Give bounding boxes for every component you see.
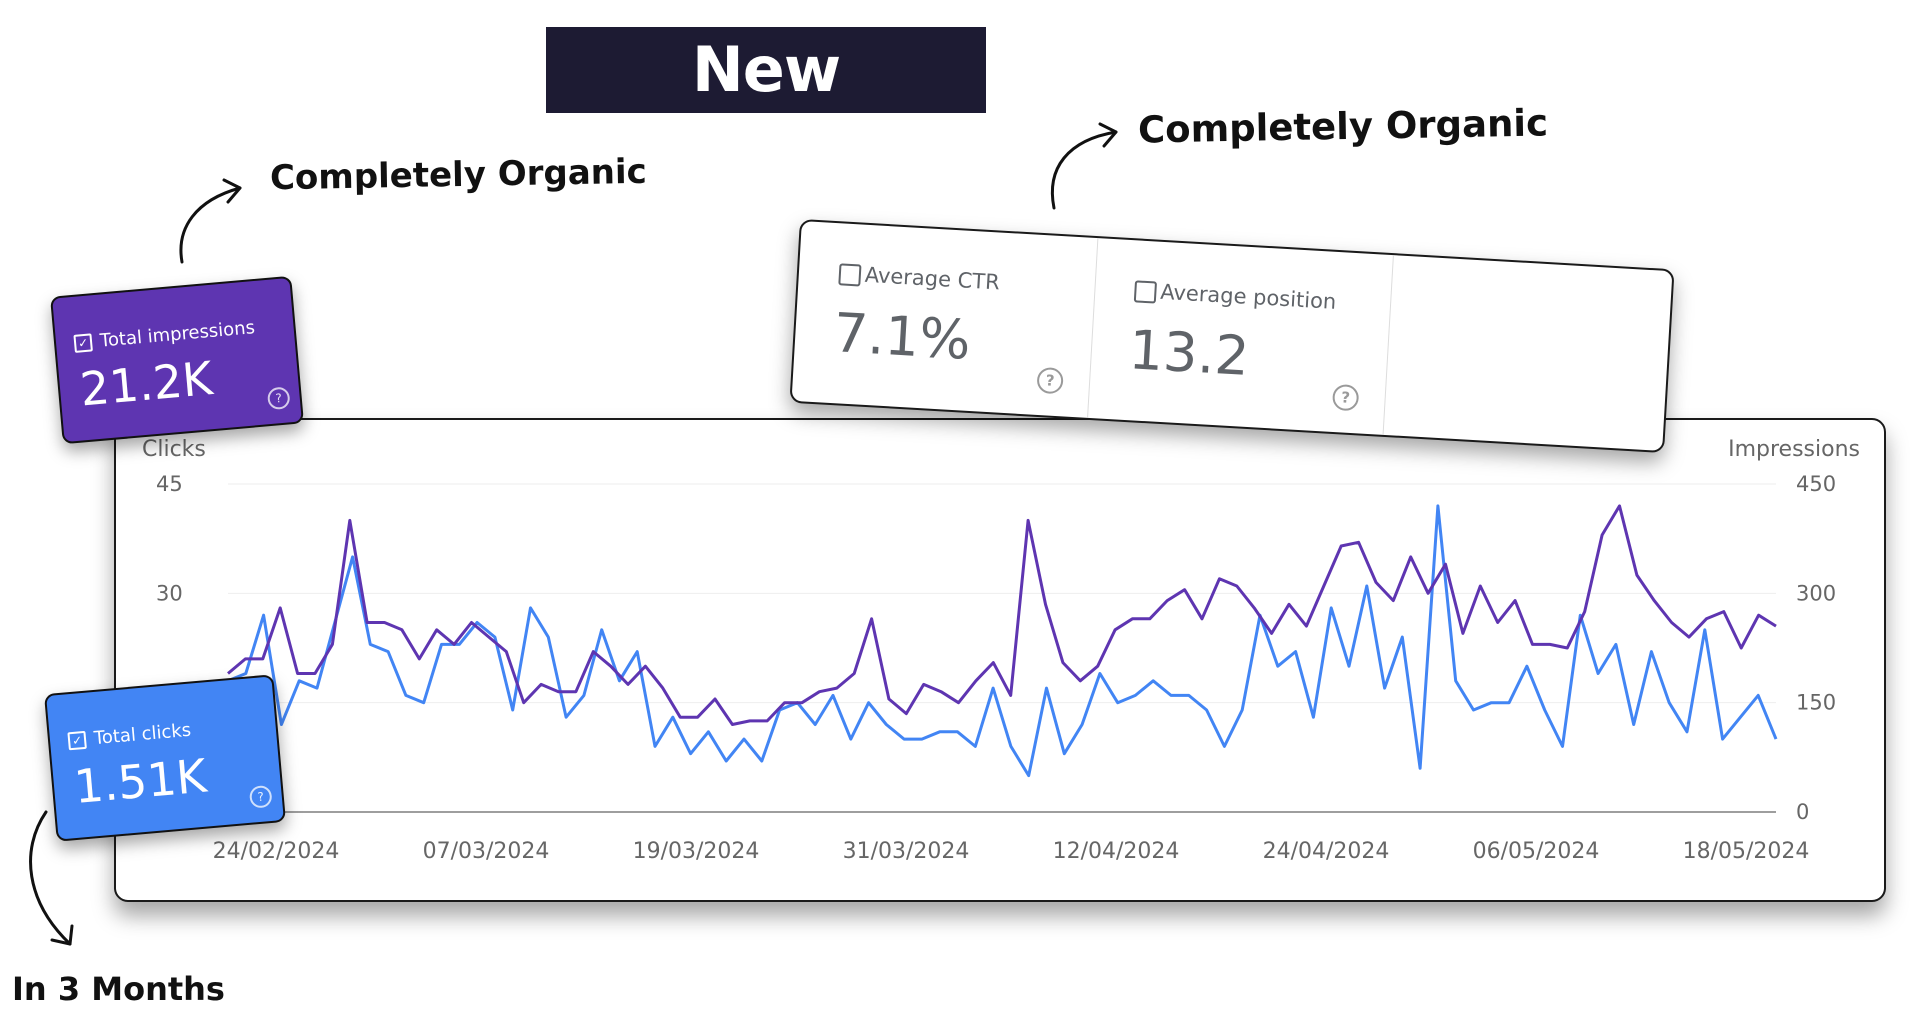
right-tick-label: 150: [1796, 691, 1836, 715]
help-circle-icon[interactable]: ?: [266, 386, 291, 411]
grid-layer: [228, 483, 1776, 813]
annotation-completely-organic-left: Completely Organic: [269, 151, 648, 199]
badge-value: 1.51K: [71, 748, 209, 814]
ctr-checkbox[interactable]: [838, 263, 862, 287]
metric-empty-slot: [1383, 255, 1671, 451]
help-circle-icon[interactable]: ?: [248, 784, 273, 809]
position-checkbox[interactable]: [1133, 280, 1158, 304]
help-circle-icon[interactable]: ?: [1036, 366, 1064, 395]
total-impressions-badge[interactable]: ✓ Total impressions 21.2K ?: [50, 275, 304, 445]
series-line-impressions: [227, 504, 1777, 726]
right-tick-label: 450: [1796, 472, 1836, 496]
series-line-clicks: [227, 504, 1778, 778]
total-clicks-badge[interactable]: ✓ Total clicks 1.51K ?: [43, 674, 287, 842]
left-tick-label: 45: [156, 472, 183, 496]
badge-label: Total clicks: [93, 719, 192, 750]
x-tick-label: 31/03/2024: [843, 839, 970, 864]
right-tick-label: 300: [1796, 581, 1836, 605]
checkbox-checked-icon[interactable]: ✓: [73, 333, 93, 353]
metric-average-position[interactable]: Average position 13.2 ?: [1087, 238, 1394, 435]
x-tick-label: 12/04/2024: [1053, 839, 1180, 864]
metric-average-ctr[interactable]: Average CTR 7.1% ?: [791, 221, 1099, 418]
performance-chart-card: 450 300 150 0 45 30 Clicks Impressions 24/02/202…: [114, 418, 1886, 902]
x-tick-label: 24/04/2024: [1263, 839, 1390, 864]
x-tick-label: 24/02/2024: [213, 839, 340, 864]
arrow-to-right-annotation: [1050, 130, 1118, 210]
arrow-to-right-annotation-head: [1098, 122, 1118, 148]
left-axis-title: Clicks: [142, 437, 206, 462]
annotation-completely-organic-right: Completely Organic: [1137, 101, 1549, 152]
badge-label: Total impressions: [99, 317, 256, 352]
x-tick-label: 19/03/2024: [633, 839, 760, 864]
arrow-to-left-annotation-head: [222, 178, 242, 204]
right-tick-label: 0: [1796, 800, 1809, 824]
metric-label: Average CTR: [864, 262, 1001, 295]
left-tick-label: 30: [156, 581, 183, 605]
metric-label: Average position: [1159, 279, 1337, 314]
performance-chart: 450 300 150 0 45 30 Clicks Impressions 24/02/202…: [142, 437, 1860, 864]
metric-value: 13.2: [1127, 318, 1251, 388]
x-tick-label: 07/03/2024: [423, 839, 550, 864]
headline-banner: New Website: [546, 27, 986, 192]
x-tick-label: 18/05/2024: [1683, 839, 1810, 864]
checkbox-checked-icon[interactable]: ✓: [67, 730, 87, 751]
arrow-to-bottom-annotation-head: [50, 924, 74, 946]
metric-value: 7.1%: [831, 301, 973, 372]
series-layer: [227, 504, 1778, 778]
x-tick-label: 06/05/2024: [1473, 839, 1600, 864]
annotation-in-3-months: In 3 Months: [12, 970, 225, 1008]
badge-value: 21.2K: [77, 351, 215, 417]
help-circle-icon[interactable]: ?: [1331, 383, 1360, 412]
label-layer: 450 300 150 0 45 30 Clicks Impressions 24/02/202…: [142, 437, 1860, 864]
right-axis-title: Impressions: [1728, 437, 1860, 462]
arrow-to-left-annotation: [179, 186, 242, 264]
arrow-to-bottom-annotation: [29, 810, 72, 946]
